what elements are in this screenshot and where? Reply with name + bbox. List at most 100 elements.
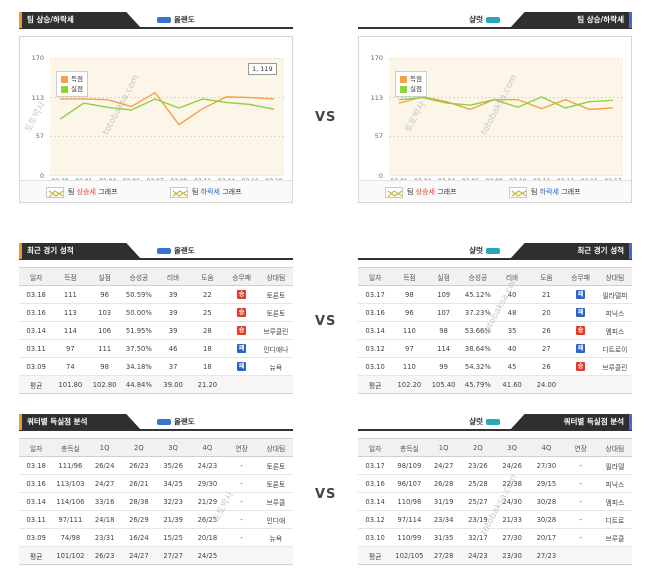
table-cell: 20 (529, 303, 564, 322)
down-graph-label: 팀 하락세 그래프 (509, 186, 581, 198)
table-cell: 45.79% (460, 375, 495, 394)
table-cell: 32/17 (460, 528, 495, 547)
table-cell: 27 (529, 339, 564, 358)
y-tick-label: 0 (378, 172, 383, 180)
right-legend-score: 득점 (410, 75, 422, 83)
left-team-name-wrap: 올랜도 (157, 14, 195, 26)
table-cell: 97/114 (392, 510, 427, 529)
table-cell: 03.16 (358, 303, 393, 322)
column-header: 승무패 (224, 267, 259, 286)
table-cell: 필라델 (597, 456, 632, 475)
conceded-legend-swatch (61, 85, 68, 93)
column-header: 3Q (156, 438, 191, 457)
table-cell: 107 (426, 303, 461, 322)
table-cell: 110 (392, 357, 427, 376)
column-header: 1Q (426, 438, 461, 457)
table-cell: - (224, 456, 259, 475)
table-cell: - (563, 510, 598, 529)
table-cell: 인디애나 (258, 339, 293, 358)
table-cell: 101/102 (53, 546, 88, 565)
table-cell: 22 (190, 285, 225, 304)
table-cell: 50.59% (121, 285, 156, 304)
table-cell: - (224, 492, 259, 511)
table-cell: 54.32% (460, 357, 495, 376)
column-header: 총득실 (392, 438, 427, 457)
column-header: 승성공 (460, 267, 495, 286)
table-cell: 03.18 (19, 285, 54, 304)
vs-label-1: VS (315, 110, 337, 125)
table-cell: 뉴욕 (258, 357, 293, 376)
table-cell: 23/34 (426, 510, 461, 529)
table-cell: 98 (426, 321, 461, 340)
result-badge: 패 (576, 344, 586, 353)
table-cell: 102.20 (392, 375, 427, 394)
table-cell: 111/96 (53, 456, 88, 475)
table-row: 03.14 114 106 51.95% 39 28 승 브루클린 (19, 321, 293, 340)
table-cell: 39 (156, 285, 191, 304)
table-cell: 45.12% (460, 285, 495, 304)
average-row: 평균 101.80 102.80 44.84% 39.00 21.20 (19, 375, 293, 394)
table-cell: 03.11 (19, 510, 54, 529)
vs-label-2: VS (315, 314, 337, 329)
table-cell: 21/29 (190, 492, 225, 511)
table-cell: 25/28 (460, 474, 495, 493)
table-cell: 74 (53, 357, 88, 376)
table-cell: 98 (392, 285, 427, 304)
table-cell: 101.80 (53, 375, 88, 394)
result-badge: 패 (576, 308, 586, 317)
table-cell: 35/26 (156, 456, 191, 475)
table-cell: 21.20 (190, 375, 225, 394)
table-cell: 110 (392, 321, 427, 340)
table-row: 03.10 110 99 54.32% 45 26 승 브루클린 (358, 357, 632, 376)
orlando-logo-icon (157, 17, 171, 23)
left-team-name-wrap: 올랜도 (157, 416, 195, 428)
table-cell: 03.18 (19, 456, 54, 475)
right-quarter-panel: 샬럿 쿼터별 득실점 분석 일자 총득실 1Q 2Q 3Q 4Q 연장 상대팀 03.17 98… (358, 414, 632, 565)
table-cell: 03.12 (358, 339, 393, 358)
table-cell: 39.00 (156, 375, 191, 394)
conceded-series-line (59, 98, 275, 120)
table-cell: 23/26 (460, 456, 495, 475)
left-recent-table: 일자 득점 실점 승성공 리바 도움 승무패 상대팀 03.18 111 96 50.59% 39 22… (19, 267, 293, 394)
table-cell: 브루클 (258, 492, 293, 511)
column-header: 리바 (156, 267, 191, 286)
table-cell: 평균 (19, 546, 54, 565)
y-tick-label: 170 (370, 54, 383, 62)
table-cell: 03.10 (358, 528, 393, 547)
orlando-logo-icon (157, 419, 171, 425)
right-team-name: 샬럿 (469, 15, 483, 24)
table-cell: 18 (190, 339, 225, 358)
column-header: 일자 (358, 267, 393, 286)
table-cell: 98 (87, 357, 122, 376)
table-cell: 110/99 (392, 528, 427, 547)
table-cell: 26/24 (87, 456, 122, 475)
table-cell: 03.11 (19, 339, 54, 358)
right-trend-header: 샬럿 팀 상승/하락세 (358, 12, 632, 29)
table-cell: 21/39 (156, 510, 191, 529)
table-cell: 03.17 (358, 285, 393, 304)
result-badge: 패 (576, 290, 586, 299)
table-row: 03.14 110 98 53.66% 35 26 승 멤피스 (358, 321, 632, 340)
result-badge: 패 (237, 362, 247, 371)
table-cell: 26/21 (121, 474, 156, 493)
table-cell: 토론토 (258, 456, 293, 475)
table-cell: 24/27 (87, 474, 122, 493)
table-cell: 뉴욕 (258, 528, 293, 547)
table-cell: 03.14 (358, 321, 393, 340)
table-cell: 29/15 (529, 474, 564, 493)
table-cell: 109 (426, 285, 461, 304)
right-quarter-header: 샬럿 쿼터별 득실점 분석 (358, 414, 632, 431)
table-cell: 25 (190, 303, 225, 322)
left-trend-title: 팀 상승/하락세 (19, 12, 141, 28)
table-cell: 28 (190, 321, 225, 340)
column-header: 4Q (190, 438, 225, 457)
table-row: 03.14 110/98 31/19 25/27 24/30 30/28- 멤피스 (358, 492, 632, 511)
table-cell: 03.14 (19, 321, 54, 340)
table-cell: 53.66% (460, 321, 495, 340)
table-cell: 24/25 (190, 546, 225, 565)
left-legend: 득점 실점 (56, 71, 88, 97)
table-cell: 51.95% (121, 321, 156, 340)
column-header: 2Q (460, 438, 495, 457)
table-cell: 패 (563, 285, 598, 304)
table-cell: 03.09 (19, 357, 54, 376)
